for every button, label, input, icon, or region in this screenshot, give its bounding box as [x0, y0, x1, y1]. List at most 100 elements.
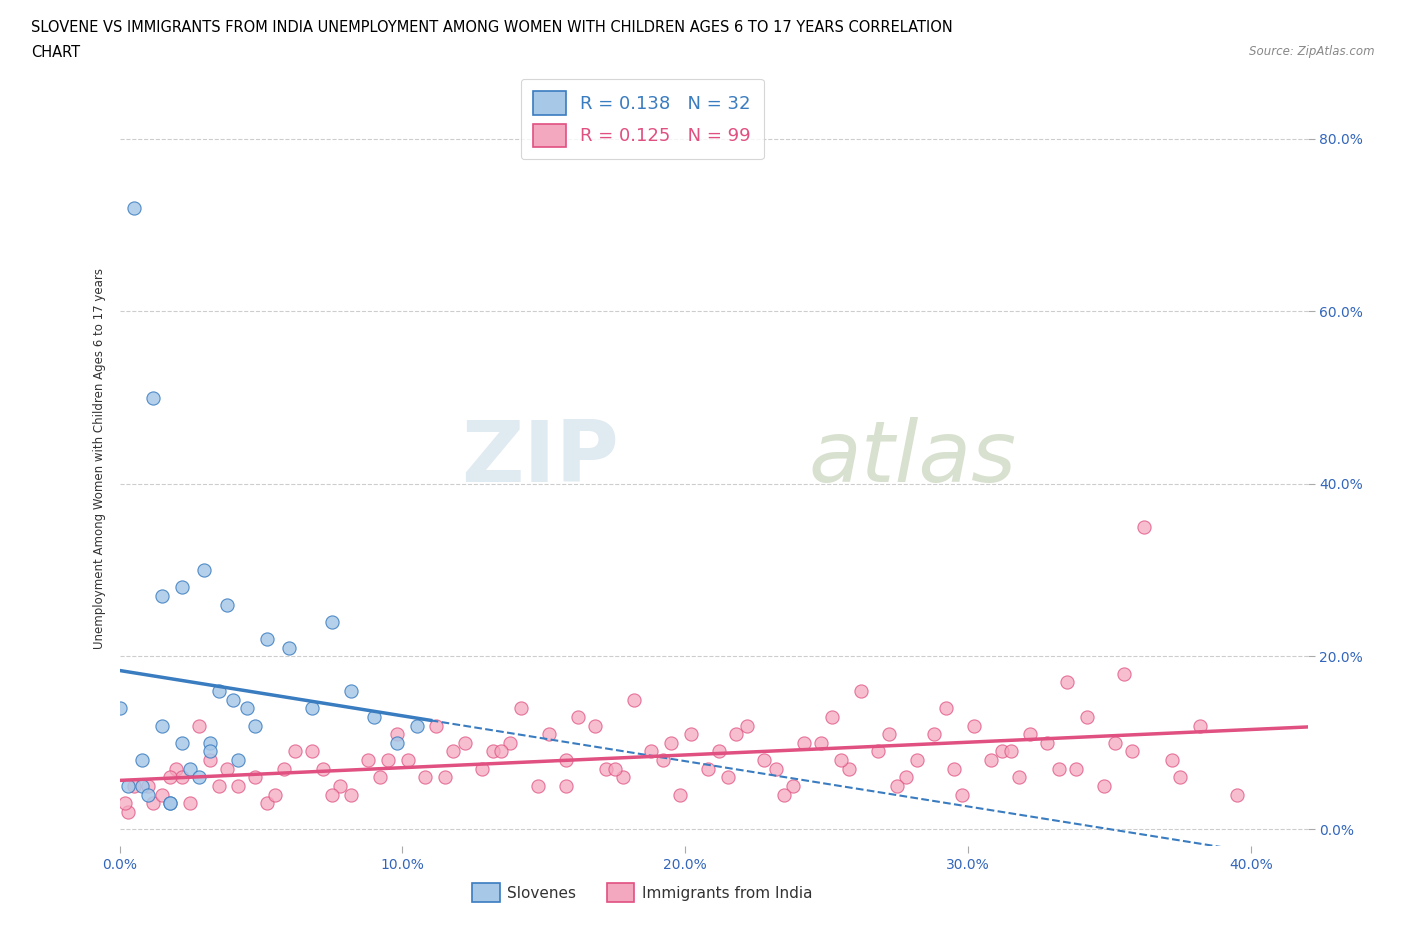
Point [538, 726, 561, 741]
Point [765, 761, 787, 776]
Point [170, 580, 193, 595]
Point [117, 778, 139, 793]
Point [264, 787, 287, 802]
Point [256, 631, 278, 646]
Point [114, 796, 136, 811]
Point [952, 787, 974, 802]
Point [228, 752, 250, 767]
Point [187, 770, 209, 785]
Point [866, 744, 889, 759]
Point [273, 761, 295, 776]
Point [150, 787, 173, 802]
Point [651, 752, 673, 767]
Point [198, 752, 221, 767]
Point [159, 796, 181, 811]
Point [821, 710, 844, 724]
Point [368, 770, 391, 785]
Point [187, 718, 209, 733]
Point [256, 796, 278, 811]
Point [830, 752, 852, 767]
Point [555, 778, 578, 793]
Point [1112, 666, 1135, 681]
Point [193, 563, 215, 578]
Point [385, 736, 408, 751]
Point [405, 718, 427, 733]
Point [122, 200, 145, 215]
Point [640, 744, 662, 759]
Point [301, 701, 323, 716]
Text: CHART: CHART [31, 45, 80, 60]
Point [471, 761, 494, 776]
Point [142, 391, 165, 405]
Point [782, 778, 804, 793]
Point [122, 778, 145, 793]
Point [934, 701, 956, 716]
Point [922, 726, 945, 741]
Point [1036, 736, 1059, 751]
Point [245, 718, 267, 733]
Point [943, 761, 966, 776]
Point [301, 744, 323, 759]
Point [696, 761, 718, 776]
Point [1121, 744, 1143, 759]
Point [221, 692, 243, 707]
Point [527, 778, 550, 793]
Point [1226, 787, 1249, 802]
Point [1076, 710, 1098, 724]
Text: SLOVENE VS IMMIGRANTS FROM INDIA UNEMPLOYMENT AMONG WOMEN WITH CHILDREN AGES 6 T: SLOVENE VS IMMIGRANTS FROM INDIA UNEMPLO… [31, 20, 953, 35]
Point [1047, 761, 1070, 776]
Point [963, 718, 986, 733]
Point [150, 718, 173, 733]
Point [877, 726, 900, 741]
Point [849, 684, 872, 698]
Point [278, 641, 301, 656]
Point [1008, 770, 1031, 785]
Point [991, 744, 1014, 759]
Point [165, 761, 187, 776]
Point [1168, 770, 1191, 785]
Point [425, 718, 447, 733]
Point [117, 804, 139, 819]
Point [236, 701, 259, 716]
Point [482, 744, 505, 759]
Point [215, 597, 238, 612]
Point [894, 770, 917, 785]
Point [433, 770, 456, 785]
Point [441, 744, 464, 759]
Point [555, 752, 578, 767]
Point [886, 778, 908, 793]
Point [198, 744, 221, 759]
Point [321, 615, 343, 630]
Text: atlas: atlas [808, 417, 1017, 499]
Point [838, 761, 860, 776]
Point [170, 770, 193, 785]
Y-axis label: Unemployment Among Women with Children Ages 6 to 17 years: Unemployment Among Women with Children A… [93, 268, 107, 648]
Point [612, 770, 634, 785]
Point [1104, 736, 1126, 751]
Point [499, 736, 522, 751]
Point [905, 752, 928, 767]
Point [321, 787, 343, 802]
Point [1160, 752, 1182, 767]
Point [583, 718, 606, 733]
Point [159, 796, 181, 811]
Point [136, 787, 159, 802]
Point [385, 726, 408, 741]
Point [567, 710, 589, 724]
Point [623, 692, 645, 707]
Point [170, 736, 193, 751]
Point [679, 726, 702, 741]
Point [603, 761, 626, 776]
Point [810, 736, 832, 751]
Point [659, 736, 682, 751]
Point [1000, 744, 1022, 759]
Point [245, 770, 267, 785]
Point [340, 787, 363, 802]
Point [754, 752, 776, 767]
Point [1132, 520, 1154, 535]
Point [228, 778, 250, 793]
Point [595, 761, 617, 776]
Point [793, 736, 815, 751]
Point [980, 752, 1002, 767]
Point [1064, 761, 1087, 776]
